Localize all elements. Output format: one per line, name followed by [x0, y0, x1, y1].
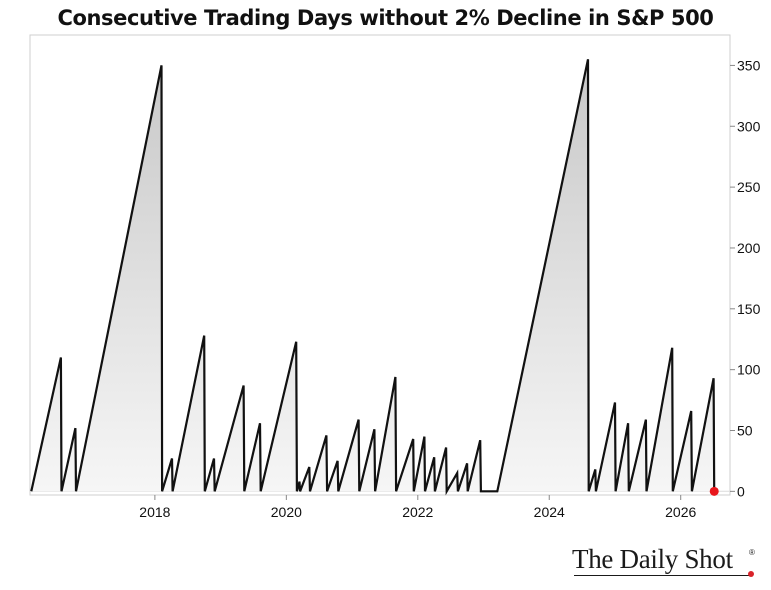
- x-tick-label: 2022: [402, 504, 433, 520]
- y-tick-label: 200: [737, 240, 761, 256]
- brand-underline: [574, 575, 752, 576]
- x-axis: 2018 2020 2022 2024 2026: [139, 495, 696, 520]
- y-axis: 0 50 100 150 200 250 300 350: [730, 57, 761, 499]
- chart-title: Consecutive Trading Days without 2% Decl…: [57, 6, 714, 30]
- y-tick-label: 300: [737, 118, 761, 134]
- area-fill: [31, 59, 715, 492]
- x-tick-label: 2018: [139, 504, 170, 520]
- x-tick-label: 2026: [665, 504, 696, 520]
- y-tick-label: 0: [737, 483, 745, 499]
- y-tick-label: 50: [737, 423, 753, 439]
- y-tick-label: 350: [737, 57, 761, 73]
- plot-frame: [29, 34, 731, 496]
- y-tick-label: 250: [737, 179, 761, 195]
- x-tick-label: 2020: [271, 504, 302, 520]
- brand-logo: The Daily Shot: [572, 544, 733, 574]
- y-tick-label: 100: [737, 362, 761, 378]
- brand-dot: [748, 571, 754, 577]
- y-tick-label: 150: [737, 301, 761, 317]
- brand-registered-mark: ®: [749, 548, 755, 557]
- x-tick-label: 2024: [534, 504, 565, 520]
- series-line: [30, 59, 716, 496]
- latest-point-marker: [709, 486, 719, 496]
